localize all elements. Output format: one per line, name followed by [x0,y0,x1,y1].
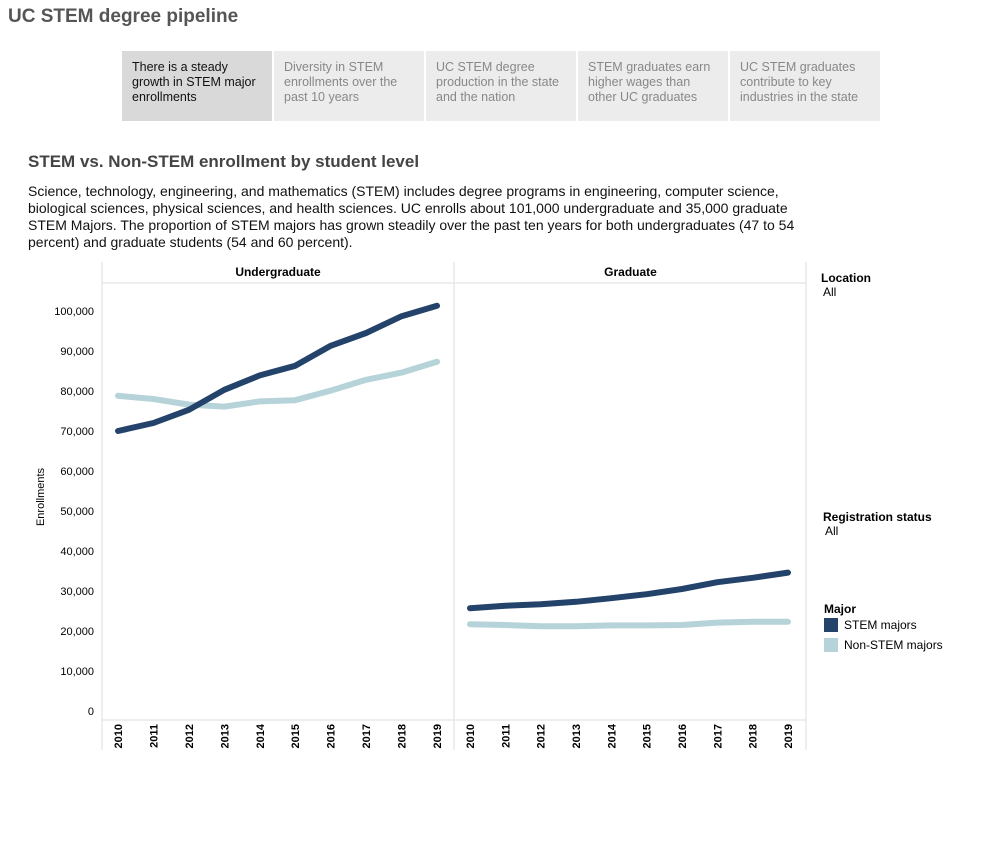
y-tick-label: 100,000 [54,306,94,318]
section-description: Science, technology, engineering, and ma… [28,183,795,250]
tab-industries[interactable]: UC STEM graduates contribute to key indu… [730,51,880,121]
legend-title: Major [824,602,857,616]
legend-label: STEM majors [844,618,917,632]
y-tick-label: 50,000 [60,506,94,518]
tab-diversity[interactable]: Diversity in STEM enrollments over the p… [274,51,424,121]
tab-degree-production[interactable]: UC STEM degree production in the state a… [426,51,576,121]
x-tick-label: 2013 [219,724,231,748]
x-tick-label: 2019 [783,724,795,748]
y-tick-label: 70,000 [60,426,94,438]
x-tick-label: 2017 [712,724,724,748]
x-tick-label: 2014 [606,723,618,748]
story-tabs: There is a steady growth in STEM major e… [122,51,880,121]
tab-steady-growth[interactable]: There is a steady growth in STEM major e… [122,51,272,121]
y-tick-label: 60,000 [60,466,94,478]
x-tick-label: 2015 [290,724,302,748]
y-tick-label: 10,000 [60,666,94,678]
x-tick-label: 2010 [465,724,477,748]
y-tick-label: 0 [88,706,94,718]
x-tick-label: 2017 [361,724,373,748]
location-filter-label: Location [821,271,871,285]
x-tick-label: 2019 [432,724,444,748]
x-tick-label: 2018 [397,724,409,748]
y-tick-label: 90,000 [60,346,94,358]
panel-title-undergraduate: Undergraduate [235,265,321,279]
x-tick-label: 2015 [642,724,654,748]
legend-swatch [824,618,838,632]
x-tick-label: 2016 [326,724,338,748]
panel-title-graduate: Graduate [604,265,657,279]
series-line-graduate-non-stem-majors [467,618,791,630]
y-tick-label: 80,000 [60,386,94,398]
series-line-undergraduate-stem-majors [115,302,440,434]
page-title: UC STEM degree pipeline [8,6,239,27]
location-filter[interactable]: Location All [821,271,871,299]
legend-item-stem[interactable]: STEM majors [824,618,943,632]
legend-item-non-stem[interactable]: Non-STEM majors [824,638,943,652]
registration-filter[interactable]: Registration status All [823,510,932,538]
location-filter-value[interactable]: All [823,285,837,299]
x-tick-label: 2014 [255,723,267,748]
y-axis-label: Enrollments [35,467,47,526]
x-tick-label: 2018 [748,724,760,748]
series-line-graduate-stem-majors [467,569,791,612]
legend-label: Non-STEM majors [844,638,943,652]
series-line-undergraduate-non-stem-majors [115,358,440,410]
x-tick-label: 2011 [500,724,512,748]
y-tick-label: 30,000 [60,586,94,598]
x-tick-label: 2012 [536,724,548,748]
x-tick-label: 2012 [184,724,196,748]
tab-wages[interactable]: STEM graduates earn higher wages than ot… [578,51,728,121]
y-tick-label: 40,000 [60,546,94,558]
legend-swatch [824,638,838,652]
registration-filter-value[interactable]: All [825,524,839,538]
major-legend: Major STEM majors Non-STEM majors [824,602,943,652]
x-tick-label: 2010 [113,724,125,748]
registration-filter-label: Registration status [823,510,932,524]
section-title: STEM vs. Non-STEM enrollment by student … [28,152,420,171]
x-tick-label: 2016 [677,724,689,748]
x-tick-label: 2013 [571,724,583,748]
x-tick-label: 2011 [148,724,160,748]
y-tick-label: 20,000 [60,626,94,638]
